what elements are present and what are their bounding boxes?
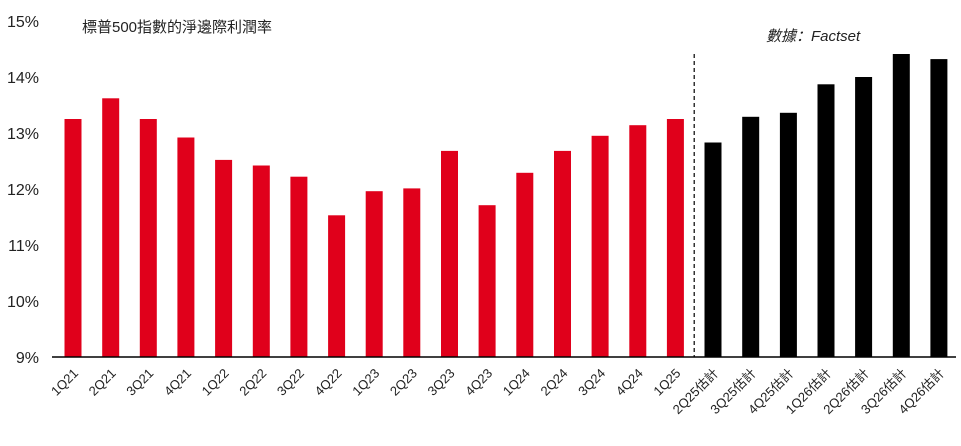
bar-estimate: [704, 142, 722, 357]
bar-actual: [365, 191, 383, 357]
source-note: 數據：Factset: [766, 28, 861, 45]
x-tick-label: 3Q22: [274, 366, 307, 399]
x-tick-label: 1Q22: [199, 366, 232, 399]
bars-group: [64, 54, 948, 358]
bar-actual: [441, 150, 458, 357]
y-tick-label: 14%: [7, 70, 39, 87]
x-tick-label: 2Q21: [86, 366, 119, 399]
y-tick-label: 11%: [8, 238, 39, 255]
x-tick-label: 4Q21: [161, 366, 194, 399]
y-axis-ticks: 9% 10% 11% 12% 13% 14% 15%: [7, 14, 39, 367]
y-tick-label: 10%: [7, 294, 39, 311]
x-tick-label: 2Q23: [387, 366, 420, 399]
x-tick-label: 2Q22: [236, 366, 269, 399]
bar-actual: [139, 119, 157, 357]
x-axis-labels: 1Q21 2Q21 3Q21 4Q21 1Q22 2Q22 3Q22 4Q22 1Q23 2Q23…: [48, 366, 947, 417]
bar-actual: [403, 188, 421, 357]
y-tick-label: 15%: [7, 14, 39, 31]
x-tick-label: 3Q23: [425, 366, 458, 399]
bar-estimate: [779, 112, 797, 357]
bar-actual: [177, 137, 195, 357]
bar-actual: [64, 119, 82, 357]
x-tick-label: 3Q24: [575, 366, 608, 399]
bar-estimate: [930, 59, 948, 357]
y-tick-label: 13%: [7, 126, 39, 143]
chart-title: 標普500指數的淨邊際利潤率: [82, 19, 272, 36]
x-tick-label: 1Q25: [650, 366, 683, 399]
bar-actual: [252, 165, 270, 357]
x-tick-label: 1Q23: [349, 366, 382, 399]
x-tick-label: 1Q24: [500, 366, 533, 399]
bar-actual: [629, 125, 647, 357]
x-tick-label: 3Q21: [123, 366, 156, 399]
x-tick-label: 2Q24: [537, 366, 570, 399]
bar-actual: [215, 159, 233, 357]
x-tick-label: 1Q21: [48, 366, 81, 399]
y-tick-label: 9%: [16, 350, 39, 367]
bar-actual: [102, 98, 120, 358]
bar-estimate: [892, 54, 910, 357]
bar-estimate: [855, 77, 873, 357]
x-tick-label: 4Q22: [312, 366, 345, 399]
bar-actual: [478, 205, 496, 357]
bar-actual: [666, 119, 684, 357]
bar-actual: [516, 172, 534, 357]
bar-actual: [290, 176, 308, 357]
bar-actual: [328, 215, 346, 357]
bar-estimate: [817, 84, 835, 358]
x-tick-label: 4Q24: [613, 366, 646, 399]
bar-actual: [591, 135, 609, 357]
bar-estimate: [742, 116, 760, 357]
x-tick-label: 4Q23: [462, 366, 495, 399]
y-tick-label: 12%: [7, 182, 39, 199]
bar-actual: [554, 150, 571, 357]
